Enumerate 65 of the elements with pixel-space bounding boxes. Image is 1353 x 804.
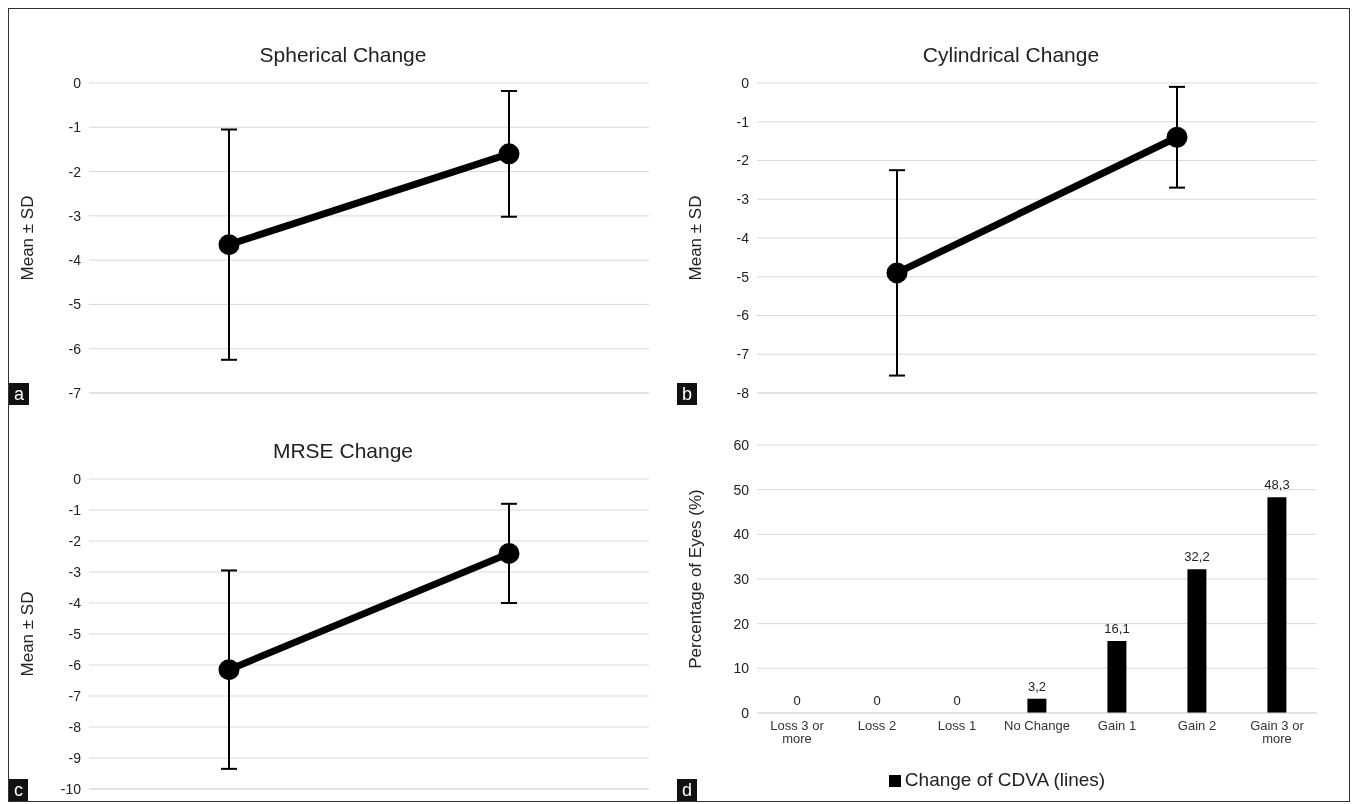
y-tick-label: 60 bbox=[733, 436, 750, 453]
text: a bbox=[9, 383, 30, 405]
x-tick-label: Gain 3 or more bbox=[1250, 718, 1305, 747]
y-tick-label: 40 bbox=[733, 526, 750, 543]
y-tick-label: -1 bbox=[736, 113, 750, 130]
y-tick-label: -3 bbox=[68, 207, 82, 224]
data-label: 48,3 bbox=[1264, 477, 1290, 493]
y-tick-label: -10 bbox=[60, 780, 82, 797]
y-tick-label: -2 bbox=[68, 532, 82, 549]
y-tick-label: -6 bbox=[68, 340, 82, 357]
chart-title: MRSE Change bbox=[271, 438, 415, 464]
bar bbox=[1107, 641, 1127, 713]
y-tick-label: 50 bbox=[733, 481, 750, 498]
legend-label: Change of CDVA (lines) bbox=[904, 769, 1106, 790]
x-tick-label: No Change bbox=[1004, 718, 1070, 734]
y-tick-label: -3 bbox=[68, 563, 82, 580]
y-tick-label: -7 bbox=[68, 687, 82, 704]
bar bbox=[1027, 698, 1047, 713]
y-tick-label: -7 bbox=[68, 384, 82, 401]
y-tick-label: -8 bbox=[68, 718, 82, 735]
x-tick-label: Loss 3 or more bbox=[770, 718, 825, 747]
y-axis-title: Mean ± SD bbox=[18, 195, 38, 281]
y-tick-label: -8 bbox=[736, 384, 750, 401]
y-tick-label: -9 bbox=[68, 749, 82, 766]
y-axis-title: Percentage of Eyes (%) bbox=[686, 489, 706, 669]
chart-title: Cylindrical Change bbox=[921, 42, 1101, 68]
x-tick-label: Gain 2 bbox=[1177, 718, 1217, 734]
text: b bbox=[677, 383, 698, 405]
y-tick-label: -2 bbox=[736, 152, 750, 169]
data-label: 0 bbox=[793, 693, 801, 708]
data-label: 32,2 bbox=[1184, 549, 1210, 565]
data-label: 0 bbox=[953, 693, 961, 708]
y-tick-label: 30 bbox=[733, 570, 750, 587]
y-axis-title: Mean ± SD bbox=[686, 195, 706, 281]
x-tick-label: Gain 1 bbox=[1097, 718, 1137, 734]
text: d bbox=[677, 779, 698, 801]
y-tick-label: -4 bbox=[68, 594, 82, 611]
y-tick-label: 0 bbox=[741, 74, 750, 91]
y-tick-label: -4 bbox=[736, 229, 750, 246]
y-tick-label: -1 bbox=[68, 501, 82, 518]
y-tick-label: -2 bbox=[68, 163, 82, 180]
y-tick-label: -6 bbox=[736, 307, 750, 324]
y-tick-label: 0 bbox=[73, 74, 82, 91]
bar bbox=[1267, 497, 1287, 713]
y-tick-label: -5 bbox=[736, 268, 750, 285]
data-label: 3,2 bbox=[1027, 678, 1047, 694]
data-label: 16,1 bbox=[1104, 621, 1130, 637]
y-tick-label: 10 bbox=[733, 660, 750, 677]
y-tick-label: -5 bbox=[68, 625, 82, 642]
y-tick-label: 20 bbox=[733, 615, 750, 632]
data-label: 0 bbox=[873, 693, 881, 708]
y-tick-label: -5 bbox=[68, 296, 82, 313]
x-tick-label: Loss 1 bbox=[937, 718, 977, 734]
chart-title: Spherical Change bbox=[258, 42, 428, 68]
text: c bbox=[9, 779, 28, 801]
bar bbox=[1187, 569, 1207, 713]
y-tick-label: -1 bbox=[68, 119, 82, 136]
y-tick-label: -4 bbox=[68, 252, 82, 269]
y-tick-label: -3 bbox=[736, 191, 750, 208]
y-axis-title: Mean ± SD bbox=[18, 591, 38, 677]
y-tick-label: -6 bbox=[68, 656, 82, 673]
y-tick-label: -7 bbox=[736, 346, 750, 363]
y-tick-label: 0 bbox=[741, 704, 750, 721]
x-tick-label: Loss 2 bbox=[857, 718, 897, 734]
y-tick-label: 0 bbox=[73, 470, 82, 487]
